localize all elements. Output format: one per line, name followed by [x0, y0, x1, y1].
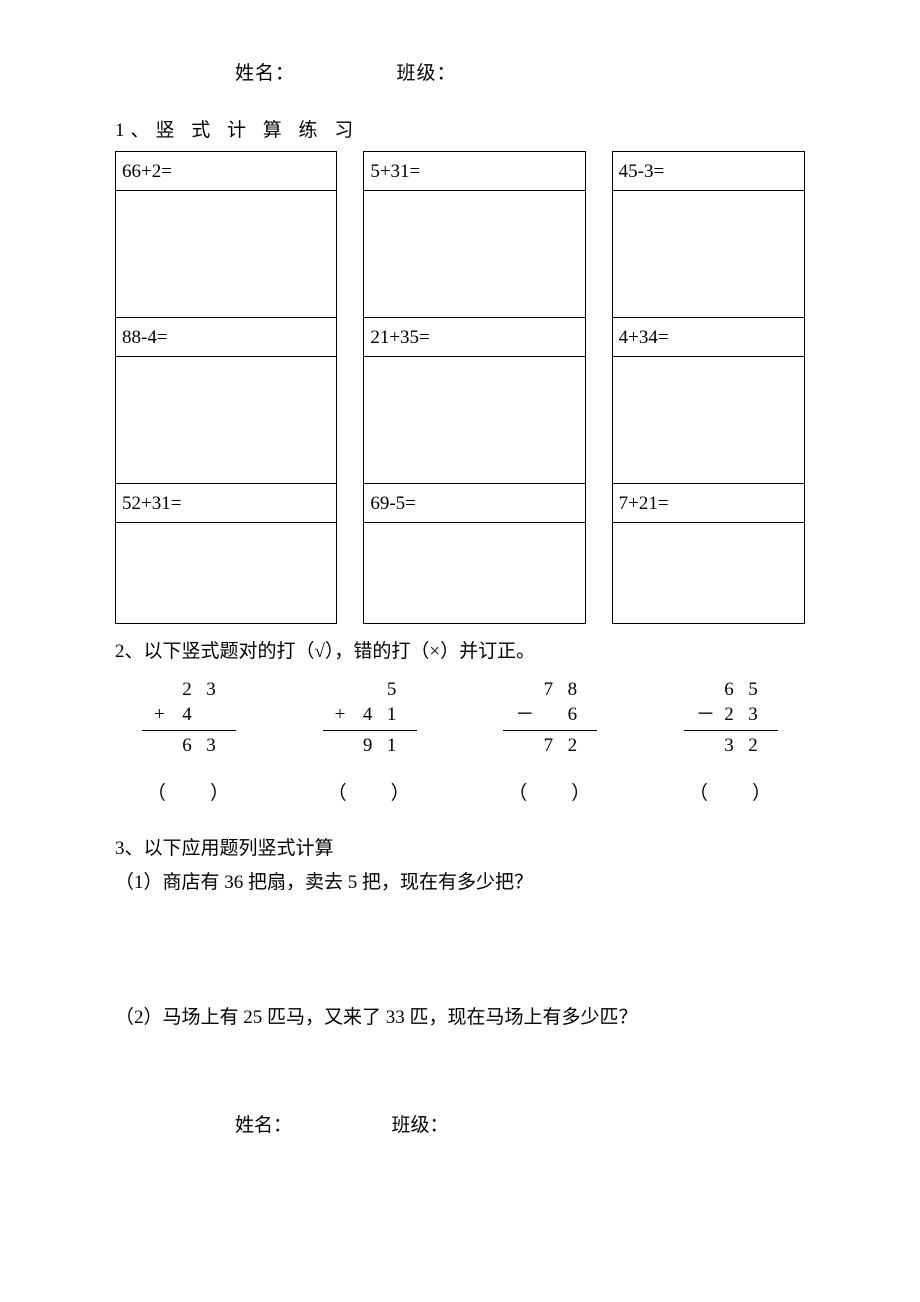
digit: 8 [561, 677, 585, 703]
digit: 4 [176, 702, 200, 728]
vertical-problems-row: 23 +4 63 5 +41 91 78 － 6 72 65 －23 32 [119, 677, 801, 759]
problem-cell: 66+2= [116, 152, 336, 191]
digit: 3 [742, 702, 766, 728]
digit: 1 [381, 702, 405, 728]
vertical-problem: 65 －23 32 [661, 677, 801, 759]
problem-cell: 52+31= [116, 484, 336, 523]
paren-row: （ ） （ ） （ ） （ ） [119, 780, 801, 809]
problem-cell: 21+35= [364, 318, 584, 357]
rule-line [503, 730, 597, 731]
digit: 6 [176, 733, 200, 759]
work-area [364, 357, 584, 483]
name-label: 姓名： [235, 63, 295, 84]
problem-cell: 69-5= [364, 484, 584, 523]
work-area [613, 357, 804, 483]
operator: + [335, 702, 357, 728]
digit: 2 [718, 702, 742, 728]
work-area [116, 191, 336, 317]
work-area [116, 357, 336, 483]
work-area [116, 523, 336, 623]
work-space [115, 1032, 805, 1072]
rule-line [323, 730, 417, 731]
answer-paren: （ ） [661, 780, 801, 809]
problem-cell: 88-4= [116, 318, 336, 357]
name-label: 姓名： [235, 1115, 292, 1136]
digit [537, 702, 561, 728]
digit: 3 [200, 677, 224, 703]
section1-grid: 66+2= 5+31= 45-3= 88-4= 21+35= [115, 151, 805, 624]
section1-title: 1、竖 式 计 算 练 习 [115, 117, 805, 146]
digit: 2 [176, 677, 200, 703]
work-area [364, 191, 584, 317]
work-space [115, 898, 805, 998]
work-area [613, 523, 804, 623]
question-2: （2）马场上有 25 匹马，又来了 33 匹，现在马场上有多少匹？ [115, 1004, 805, 1033]
class-label: 班级： [392, 1115, 449, 1136]
section2-title: 2、以下竖式题对的打（√），错的打（×）并订正。 [115, 638, 805, 667]
digit: 3 [200, 733, 224, 759]
problem-cell: 7+21= [613, 484, 804, 523]
answer-paren: （ ） [480, 780, 620, 809]
rule-line [684, 730, 778, 731]
digit: 5 [381, 677, 405, 703]
answer-paren: （ ） [300, 780, 440, 809]
digit [200, 702, 224, 728]
digit: 7 [537, 677, 561, 703]
worksheet-page: 姓名： 班级： 1、竖 式 计 算 练 习 66+2= 5+31= 45-3= [0, 0, 920, 1181]
footer-header-line: 姓名： 班级： [115, 1112, 805, 1141]
digit: 1 [381, 733, 405, 759]
vertical-problem: 78 － 6 72 [480, 677, 620, 759]
operator: + [154, 702, 176, 728]
digit: 6 [718, 677, 742, 703]
question-1: （1）商店有 36 把扇，卖去 5 把，现在有多少把？ [115, 869, 805, 898]
class-label: 班级： [397, 63, 457, 84]
digit: 5 [742, 677, 766, 703]
digit: 4 [357, 702, 381, 728]
digit: 2 [742, 733, 766, 759]
work-area [613, 191, 804, 317]
section3-title: 3、以下应用题列竖式计算 [115, 835, 805, 864]
answer-paren: （ ） [119, 780, 259, 809]
problem-cell: 4+34= [613, 318, 804, 357]
vertical-problem: 23 +4 63 [119, 677, 259, 759]
problem-cell: 5+31= [364, 152, 584, 191]
digit [357, 677, 381, 703]
digit: 3 [718, 733, 742, 759]
vertical-problem: 5 +41 91 [300, 677, 440, 759]
operator: － [696, 702, 718, 728]
problem-cell: 45-3= [613, 152, 804, 191]
digit: 6 [561, 702, 585, 728]
operator: － [515, 702, 537, 728]
digit: 7 [537, 733, 561, 759]
header-line: 姓名： 班级： [115, 60, 805, 89]
work-area [364, 523, 584, 623]
digit: 2 [561, 733, 585, 759]
digit: 9 [357, 733, 381, 759]
rule-line [142, 730, 236, 731]
